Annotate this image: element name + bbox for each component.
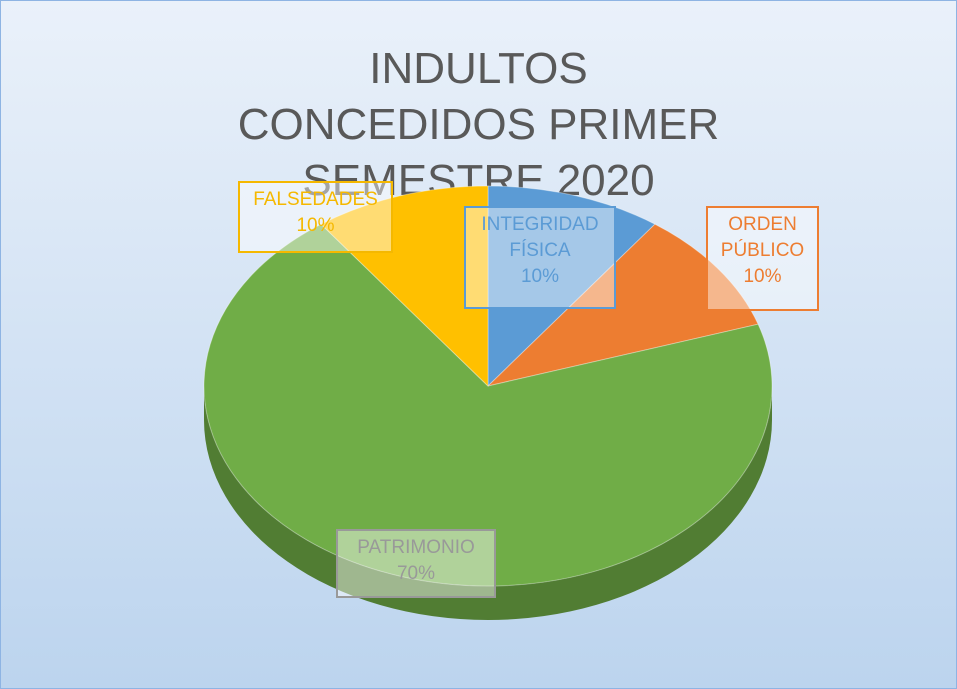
label-category: ORDEN PÚBLICO — [720, 214, 805, 261]
slice — [320, 185, 489, 388]
slice — [203, 223, 773, 587]
slice — [487, 185, 656, 388]
label-category: PATRIMONIO — [357, 537, 475, 558]
data-label: INTEGRIDAD FÍSICA 10% — [464, 206, 616, 309]
title-wrap: INDULTOS CONCEDIDOS PRIMER SEMESTRE 2020 — [1, 41, 956, 209]
label-category: INTEGRIDAD FÍSICA — [481, 214, 599, 261]
label-value: 10% — [743, 266, 782, 287]
label-value: 70% — [396, 563, 436, 584]
data-label: ORDEN PÚBLICO 10% — [706, 206, 819, 311]
chart-title: INDULTOS CONCEDIDOS PRIMER SEMESTRE 2020 — [237, 44, 720, 205]
label-category: FALSEDADES — [253, 189, 378, 210]
label-value: 10% — [296, 215, 335, 236]
slice-side — [204, 386, 772, 620]
data-label: PATRIMONIO 70% — [336, 529, 496, 598]
label-value: 10% — [520, 266, 560, 287]
data-label: FALSEDADES 10% — [238, 181, 393, 253]
slice — [486, 223, 759, 387]
